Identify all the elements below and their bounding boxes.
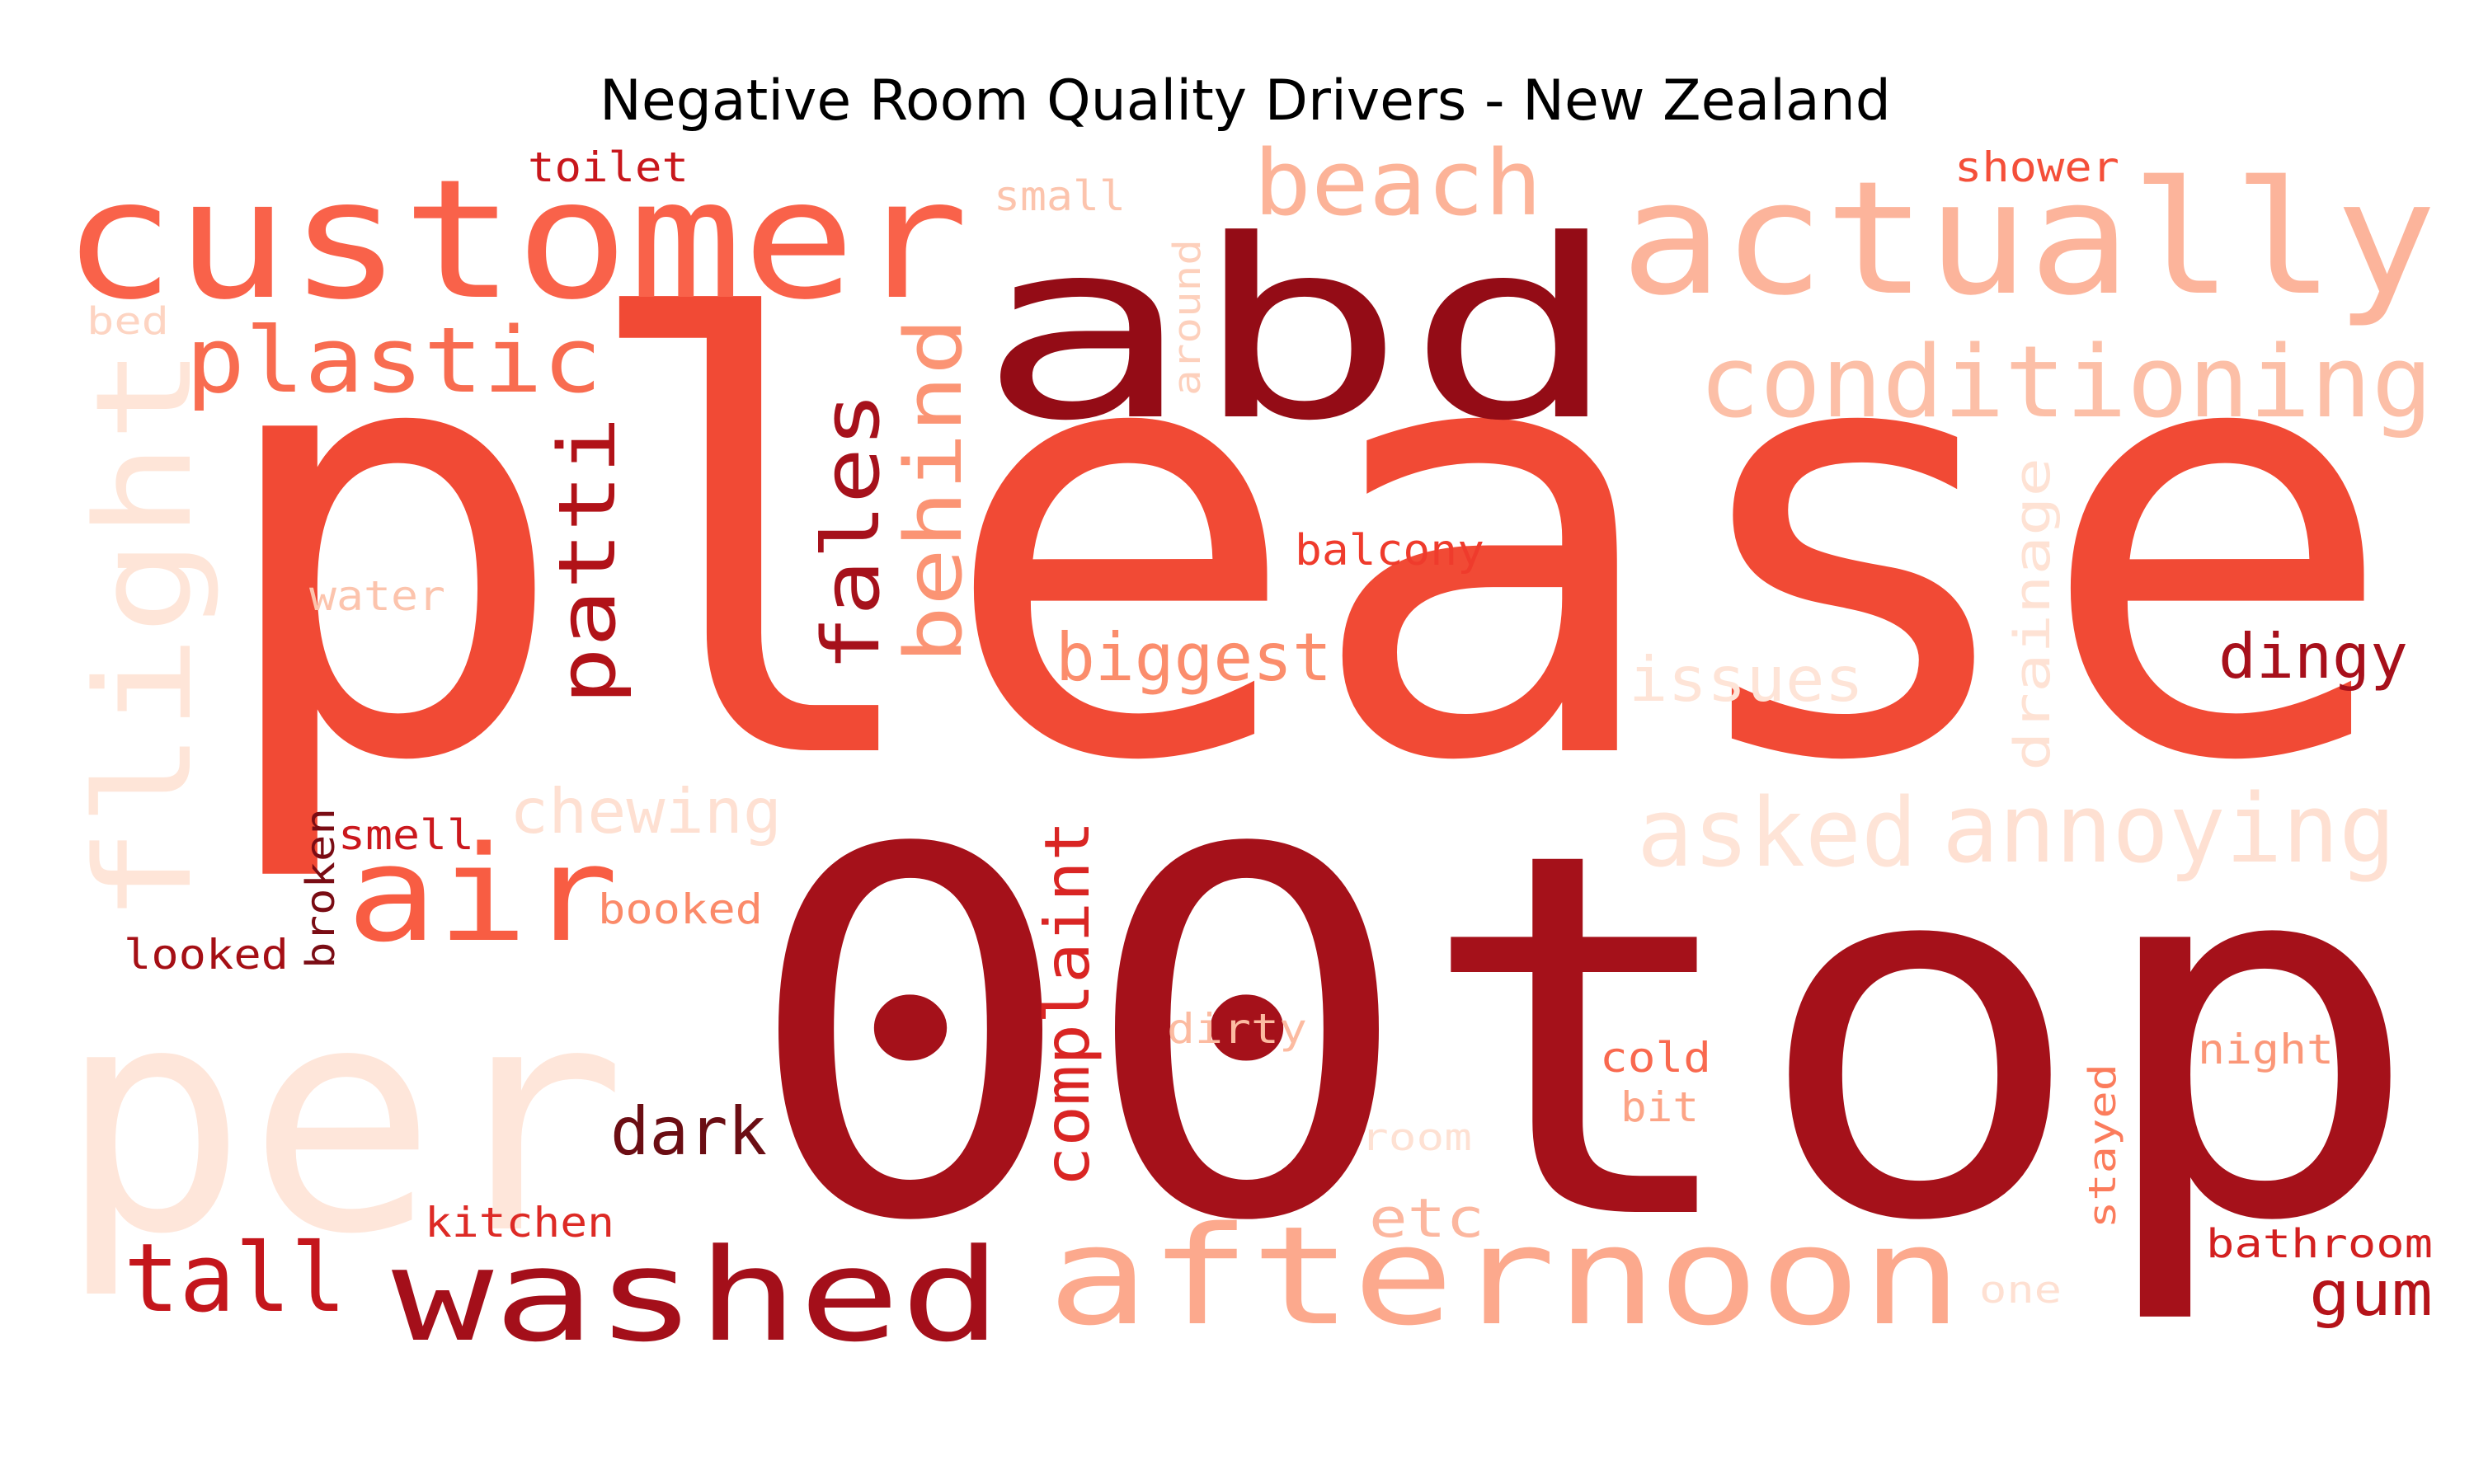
word-customer: customer bbox=[62, 144, 969, 336]
word-afternoon: afternoon bbox=[1047, 1197, 1963, 1355]
word-booked: booked bbox=[598, 885, 763, 933]
word-kitchen: kitchen bbox=[425, 1199, 614, 1247]
word-conditioning: conditioning bbox=[1699, 326, 2433, 440]
word-balcony: balcony bbox=[1295, 526, 1484, 575]
word-stayed: stayed bbox=[2081, 1064, 2124, 1228]
word-patti: patti bbox=[543, 416, 633, 705]
word-gum: gum bbox=[2309, 1257, 2433, 1330]
word-air: air bbox=[346, 817, 618, 971]
word-dirty: dirty bbox=[1167, 1005, 1307, 1053]
word-shower: shower bbox=[1954, 143, 2119, 191]
word-00top: 00top bbox=[742, 745, 2425, 1331]
word-flight: flight bbox=[67, 346, 221, 923]
word-etc: etc bbox=[1369, 1188, 1484, 1250]
word-asked: asked bbox=[1637, 778, 1917, 889]
word-please: please bbox=[206, 200, 2400, 890]
word-washed: washed bbox=[392, 1221, 1002, 1370]
word-per: per bbox=[58, 937, 627, 1303]
chart-title: Negative Room Quality Drivers - New Zeal… bbox=[600, 68, 1891, 134]
word-fales: fales bbox=[807, 392, 897, 672]
word-annoying: annoying bbox=[1942, 774, 2396, 885]
word-bit: bit bbox=[1620, 1083, 1699, 1131]
word-cold: cold bbox=[1600, 1034, 1711, 1082]
word-issues: issues bbox=[1629, 643, 1864, 716]
word-toilet: toilet bbox=[528, 143, 689, 191]
word-bed: bed bbox=[87, 299, 169, 343]
word-complaint: complaint bbox=[1031, 820, 1103, 1187]
word-smell: smell bbox=[338, 811, 474, 859]
word-actually: actually bbox=[1620, 148, 2437, 330]
word-broken: broken bbox=[298, 808, 344, 969]
word-dingy: dingy bbox=[2218, 620, 2408, 693]
word-small: small bbox=[994, 172, 1126, 220]
word-room: room bbox=[1361, 1115, 1472, 1159]
word-dark: dark bbox=[610, 1093, 767, 1170]
word-chewing: chewing bbox=[510, 775, 782, 848]
word-abd: abd bbox=[977, 187, 1620, 475]
word-around: around bbox=[1165, 239, 1209, 396]
word-beach: beach bbox=[1253, 130, 1542, 236]
word-looked: looked bbox=[124, 931, 289, 979]
word-biggest: biggest bbox=[1056, 619, 1332, 696]
word-bathroom: bathroom bbox=[2206, 1221, 2433, 1267]
word-behind: behind bbox=[889, 317, 980, 664]
word-water: water bbox=[309, 572, 445, 620]
word-night: night bbox=[2198, 1026, 2334, 1073]
word-drainage: drainage bbox=[2004, 458, 2062, 771]
word-one: one bbox=[1979, 1268, 2062, 1312]
word-plastic: plastic bbox=[186, 308, 602, 413]
word-tall: tall bbox=[124, 1223, 346, 1334]
